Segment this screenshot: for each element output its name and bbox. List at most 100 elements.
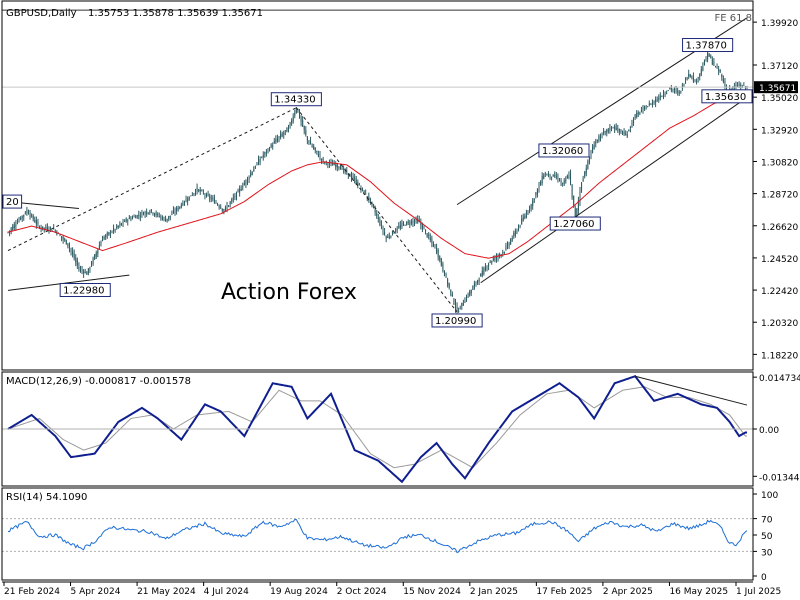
candle-body xyxy=(461,302,463,306)
candle-body xyxy=(536,188,538,195)
candle-body xyxy=(544,173,546,175)
price-tick-label: 1.18220 xyxy=(761,351,798,361)
candle-body xyxy=(566,175,568,179)
rsi-panel: RSI(14) 54.1090 xyxy=(2,492,753,554)
candle-body xyxy=(70,248,72,252)
candle-body xyxy=(327,163,329,165)
candle-body xyxy=(735,85,737,87)
rsi-line xyxy=(7,519,748,554)
candle-body xyxy=(103,236,105,240)
candle-body xyxy=(464,301,466,303)
trendline xyxy=(480,97,748,284)
candle-body xyxy=(640,110,642,112)
candle-body xyxy=(415,218,417,221)
candle-body xyxy=(588,157,590,162)
candle-body xyxy=(483,268,485,275)
candle-body xyxy=(280,134,282,138)
time-tick-label: 19 Aug 2024 xyxy=(270,587,328,597)
candle-body xyxy=(191,194,193,196)
candle-body xyxy=(351,175,353,179)
candle-body xyxy=(454,303,456,309)
candle-body xyxy=(150,209,152,212)
candle-body xyxy=(467,295,469,297)
candle-body xyxy=(655,99,657,103)
candle-body xyxy=(319,155,321,157)
candle-body xyxy=(335,164,337,168)
rsi-tick-label: 0 xyxy=(761,573,767,583)
chart-title: GBPUSD,Daily xyxy=(6,8,77,19)
candle-body xyxy=(522,217,524,221)
candle-body xyxy=(489,261,491,263)
candle-body xyxy=(623,131,625,135)
candle-body xyxy=(195,192,197,193)
candle-body xyxy=(488,263,490,266)
candle-body xyxy=(656,99,658,101)
candle-body xyxy=(719,70,721,73)
price-label-box xyxy=(431,313,483,328)
candle-body xyxy=(111,231,113,233)
price-tick-label: 1.30820 xyxy=(761,158,798,168)
candle-body xyxy=(341,167,343,170)
candle-body xyxy=(294,112,296,116)
candle-body xyxy=(380,224,382,226)
candle-body xyxy=(270,144,272,148)
candle-body xyxy=(302,120,304,127)
price-label-box xyxy=(538,143,590,158)
candle-body xyxy=(59,235,61,237)
candle-body xyxy=(410,221,412,224)
candle-body xyxy=(106,233,108,235)
candle-body xyxy=(358,184,360,186)
candle-body xyxy=(585,168,587,174)
candle-body xyxy=(149,212,151,213)
candle-body xyxy=(92,258,94,264)
candle-body xyxy=(721,74,723,78)
fe-label: FE 61.8 xyxy=(714,13,752,24)
candle-body xyxy=(615,127,617,131)
rsi-title: RSI(14) 54.1090 xyxy=(6,492,87,503)
candle-body xyxy=(524,216,526,219)
candle-body xyxy=(65,239,67,245)
candle-body xyxy=(119,223,121,226)
candle-body xyxy=(443,270,445,277)
last-price-badge xyxy=(754,81,798,94)
candle-body xyxy=(565,179,567,182)
candle-body xyxy=(321,158,323,160)
candle-body xyxy=(579,191,581,202)
candle-body xyxy=(609,128,611,130)
candle-body xyxy=(388,236,390,238)
trendline xyxy=(7,107,297,252)
candle-body xyxy=(672,88,674,90)
candle-body xyxy=(177,208,179,210)
candle-body xyxy=(551,176,553,178)
candle-body xyxy=(317,153,319,157)
candle-body xyxy=(357,182,359,186)
candle-body xyxy=(29,213,31,217)
candle-body xyxy=(469,291,471,296)
candle-body xyxy=(664,93,666,96)
candle-body xyxy=(229,201,231,204)
candle-body xyxy=(10,228,12,231)
candle-body xyxy=(102,239,104,242)
candle-body xyxy=(614,126,616,129)
candle-body xyxy=(428,234,430,236)
candle-body xyxy=(409,223,411,225)
candle-body xyxy=(207,194,209,196)
price-label-box xyxy=(59,283,111,298)
candle-body xyxy=(514,231,516,236)
candle-body xyxy=(376,213,378,216)
candle-body xyxy=(240,188,242,191)
time-tick-label: 2 Oct 2024 xyxy=(337,587,387,597)
candle-body xyxy=(518,226,520,231)
candle-body xyxy=(116,225,118,229)
candle-body xyxy=(199,189,201,192)
candle-body xyxy=(239,188,241,193)
candle-body xyxy=(235,191,237,198)
candle-body xyxy=(650,104,652,105)
candle-body xyxy=(612,127,614,129)
candle-body xyxy=(46,227,48,230)
candle-body xyxy=(714,65,716,67)
candle-body xyxy=(261,157,263,158)
candle-body xyxy=(432,242,434,247)
candle-body xyxy=(412,221,414,223)
candle-body xyxy=(154,213,156,216)
